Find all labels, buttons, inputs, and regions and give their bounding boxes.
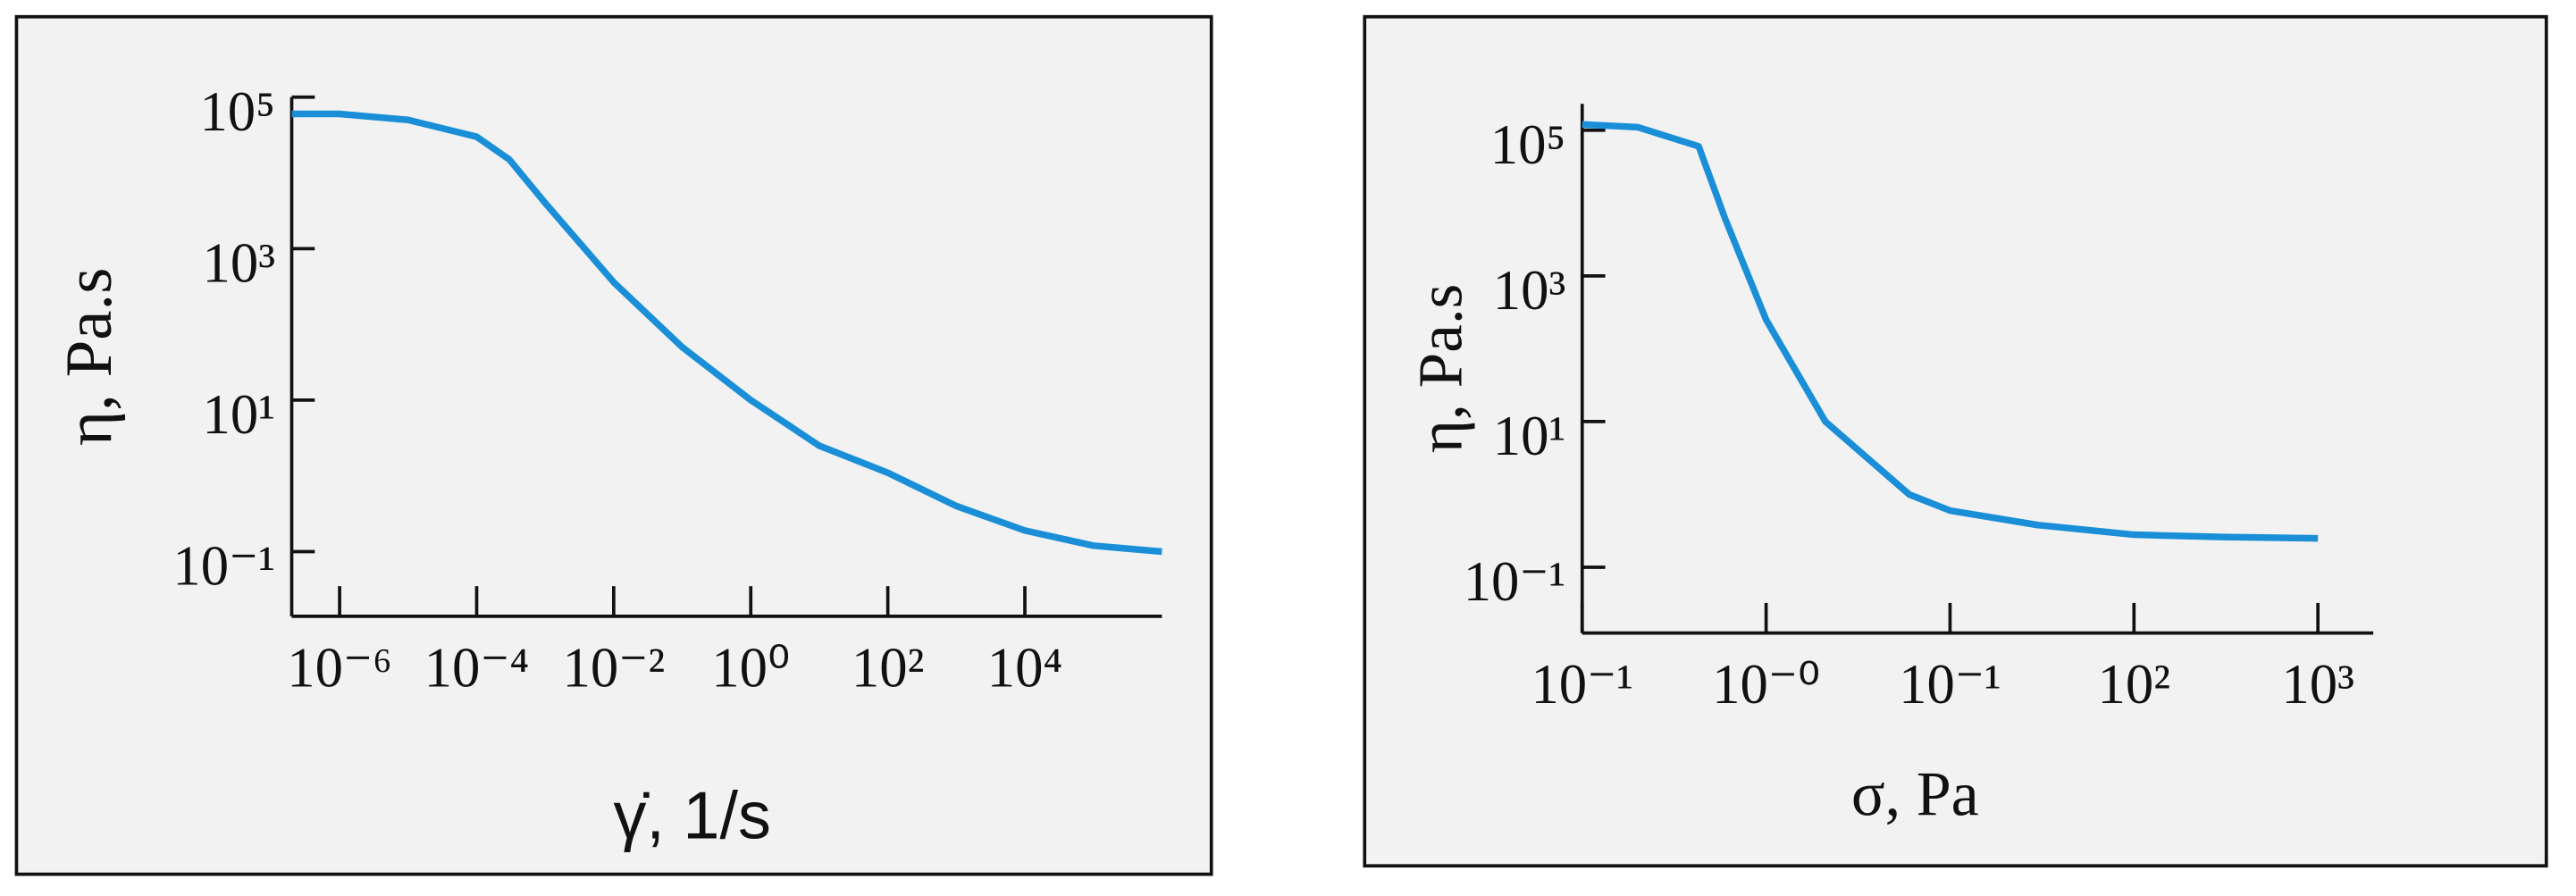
y-tick-label: 10⁻¹ bbox=[1464, 550, 1566, 614]
data-line bbox=[291, 110, 1162, 556]
y-tick-label: 10³ bbox=[203, 231, 276, 295]
x-tick-label: 10⁻¹ bbox=[1899, 653, 2001, 716]
x-tick-label: 10⁰ bbox=[711, 636, 790, 699]
x-axis-label: γ̇, 1/s bbox=[614, 778, 771, 853]
x-axis-label: σ, Pa bbox=[1851, 759, 1979, 830]
x-tick-label: 10⁻² bbox=[563, 636, 666, 699]
y-tick-label: 10¹ bbox=[203, 383, 276, 447]
y-axis-label: η, Pa.s bbox=[53, 268, 125, 447]
y-axis-label: η, Pa.s bbox=[1406, 284, 1475, 454]
y-tick-label: 10⁵ bbox=[199, 80, 275, 143]
y-tick-label: 10⁵ bbox=[1490, 113, 1566, 176]
x-tick-label: 10⁻⁰ bbox=[1712, 653, 1820, 716]
x-tick-label: 10⁻⁴ bbox=[424, 636, 530, 699]
x-tick-label: 10⁻¹ bbox=[1531, 653, 1633, 716]
data-line bbox=[1582, 121, 2319, 542]
x-tick-label: 10⁴ bbox=[987, 636, 1063, 699]
y-tick-label: 10⁻¹ bbox=[172, 534, 275, 598]
panel-frame bbox=[14, 14, 1213, 876]
y-tick-label: 10³ bbox=[1493, 259, 1566, 322]
x-tick-label: 10⁻⁶ bbox=[287, 636, 392, 699]
x-tick-label: 10² bbox=[852, 636, 925, 699]
y-tick-label: 10¹ bbox=[1493, 405, 1566, 468]
x-tick-label: 10² bbox=[2098, 653, 2171, 716]
panel-frame bbox=[1363, 14, 2548, 868]
x-tick-label: 10³ bbox=[2281, 653, 2354, 716]
